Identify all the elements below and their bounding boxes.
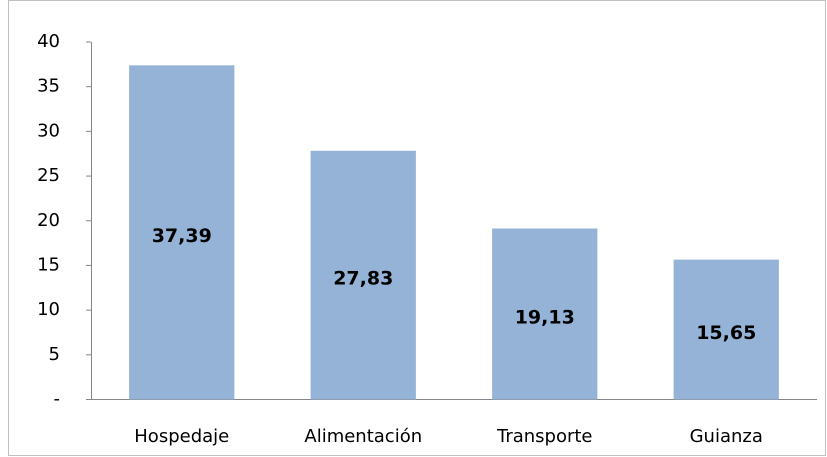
- x-tick-label: Hospedaje: [134, 426, 229, 447]
- data-label: 27,83: [333, 268, 393, 290]
- data-label: 15,65: [696, 322, 756, 344]
- bar: [129, 65, 235, 400]
- data-label: 37,39: [152, 225, 212, 247]
- x-tick-label: Transporte: [496, 426, 593, 447]
- bar: [673, 259, 779, 400]
- y-tick-label: 15: [37, 254, 60, 275]
- y-tick-label: 35: [37, 76, 60, 97]
- x-tick-label: Guianza: [690, 426, 763, 447]
- y-tick-label: 20: [37, 210, 60, 231]
- y-tick-label: -: [54, 389, 61, 410]
- y-tick-label: 40: [37, 31, 60, 52]
- chart-frame: [8, 0, 826, 456]
- y-tick-label: 5: [49, 344, 60, 365]
- bar: [310, 150, 416, 400]
- y-tick-label: 30: [37, 120, 60, 141]
- data-label: 19,13: [515, 307, 575, 329]
- y-tick-label: 10: [37, 299, 60, 320]
- y-tick-label: 25: [37, 165, 60, 186]
- x-tick-label: Alimentación: [304, 426, 422, 447]
- bar: [492, 228, 598, 400]
